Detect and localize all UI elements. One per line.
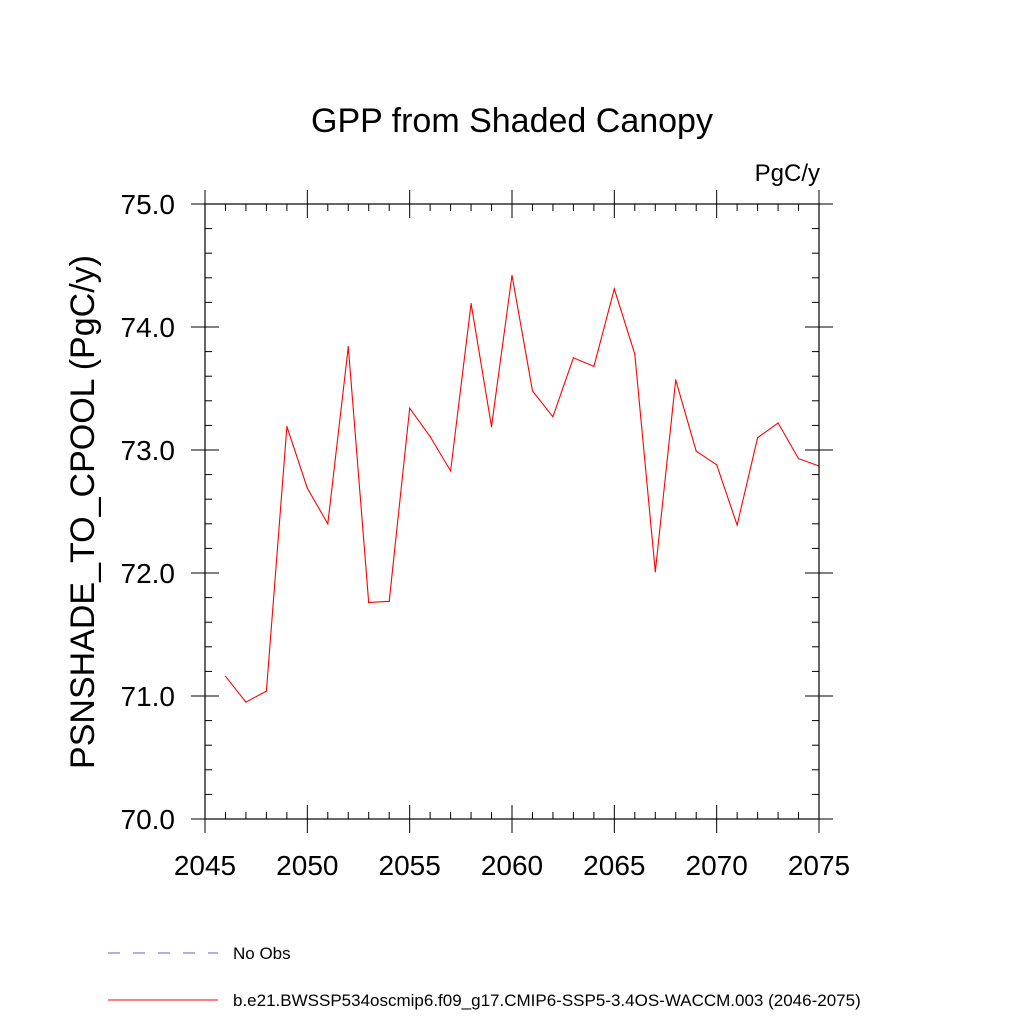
data-point [470, 303, 472, 305]
axis-ticks [191, 190, 833, 833]
data-point [306, 487, 308, 489]
legend-label-model-run: b.e21.BWSSP534oscmip6.f09_g17.CMIP6-SSP5… [233, 991, 861, 1010]
data-point [654, 571, 656, 573]
y-tick-label: 70.0 [121, 804, 176, 835]
series-line [225, 275, 820, 703]
y-tick-label: 73.0 [121, 435, 176, 466]
data-point [736, 524, 738, 526]
data-point [409, 407, 411, 409]
y-tick-label: 72.0 [121, 558, 176, 589]
plot-frame [204, 203, 820, 820]
data-point [245, 701, 247, 703]
x-tick-label: 2050 [276, 850, 338, 881]
data-point [327, 523, 329, 525]
legend: No Obs b.e21.BWSSP534oscmip6.f09_g17.CMI… [108, 944, 861, 1010]
data-point [757, 437, 759, 439]
data-point [613, 288, 615, 290]
tick-labels: 2045 2050 2055 2060 2065 2070 2075 70.0 71.0 72.0… [121, 189, 851, 881]
x-tick-label: 2055 [379, 850, 441, 881]
data-point [572, 357, 575, 359]
data-point [695, 450, 697, 452]
data-point [777, 422, 779, 424]
data-point [490, 426, 493, 428]
data-point [450, 470, 452, 472]
data-point [797, 458, 800, 460]
units-label: PgC/y [755, 160, 820, 187]
data-point [716, 464, 718, 466]
data-point [593, 365, 595, 367]
data-point [388, 600, 390, 602]
x-tick-label: 2075 [788, 850, 850, 881]
data-point [429, 435, 431, 438]
y-tick-label: 71.0 [121, 681, 176, 712]
x-tick-label: 2060 [481, 850, 543, 881]
x-tick-label: 2045 [174, 850, 236, 881]
x-tick-label: 2070 [686, 850, 748, 881]
data-point [265, 690, 267, 692]
chart-title: GPP from Shaded Canopy [311, 102, 713, 140]
legend-label-no-obs: No Obs [233, 944, 291, 963]
data-point [634, 353, 636, 355]
series-layer [224, 274, 820, 703]
data-point [286, 426, 288, 428]
y-tick-label: 75.0 [121, 189, 176, 220]
data-point [675, 379, 677, 381]
data-point [224, 675, 227, 677]
data-point [347, 346, 349, 348]
y-tick-label: 74.0 [121, 312, 176, 343]
data-point [511, 274, 513, 276]
y-axis-label: PSNSHADE_TO_CPOOL (PgC/y) [64, 255, 102, 769]
x-tick-label: 2065 [583, 850, 645, 881]
data-point [368, 601, 370, 604]
data-point [531, 390, 534, 392]
data-point [552, 416, 554, 418]
